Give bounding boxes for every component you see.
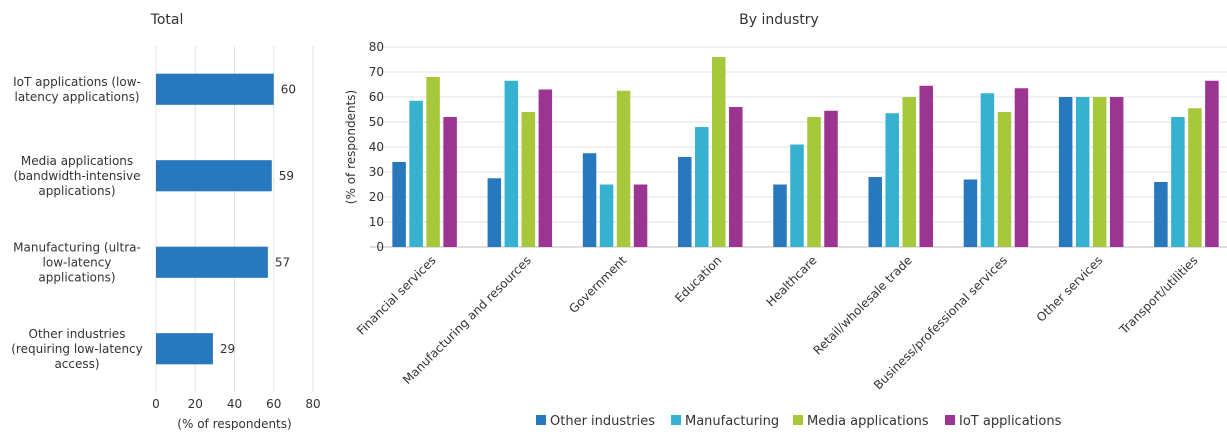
- industry-bar: [695, 127, 709, 247]
- legend-label: Media applications: [807, 414, 929, 429]
- industry-bar: [1014, 88, 1029, 247]
- total-category-label-line: low-latency: [43, 255, 112, 269]
- total-category-label-line: Media applications: [21, 154, 133, 168]
- industry-bar: [773, 184, 787, 247]
- industry-chart-title: By industry: [739, 12, 819, 28]
- industry-category-label: Healthcare: [763, 253, 819, 309]
- total-x-axis-title: (% of respondents): [177, 417, 291, 430]
- legend-swatch: [945, 415, 955, 425]
- total-category-label: Manufacturing (ultra-low-latency applicat…: [13, 240, 141, 284]
- industry-bar: [997, 112, 1012, 247]
- industry-bar: [1154, 182, 1168, 247]
- total-category-label: Media applications (bandwidth-intensive ap…: [14, 154, 141, 198]
- industry-bar: [487, 178, 502, 247]
- industry-bar: [616, 90, 631, 247]
- industry-category-label: Transport/utilities: [1116, 253, 1200, 337]
- total-category-label-line: Manufacturing (ultra-: [13, 240, 141, 254]
- total-bar-value-label: 29: [220, 342, 235, 356]
- industry-y-tick-label: 30: [369, 165, 384, 179]
- industry-bar: [392, 162, 406, 247]
- total-category-label-line: applications): [38, 184, 115, 198]
- industry-bar: [538, 89, 553, 247]
- industry-category-label: Retail/wholesale trade: [811, 253, 915, 357]
- industry-bar: [824, 110, 838, 247]
- total-x-tick-label: 40: [227, 397, 242, 411]
- legend-label: Manufacturing: [685, 414, 779, 429]
- legend-swatch: [793, 415, 803, 425]
- industry-y-tick-label: 80: [369, 40, 384, 54]
- total-bar: [156, 333, 213, 365]
- industry-y-tick-label: 70: [369, 65, 384, 79]
- industry-bar: [409, 100, 423, 247]
- total-category-label-line: applications): [38, 270, 115, 284]
- industry-y-tick-label: 0: [376, 240, 384, 254]
- total-bar-value-label: 60: [281, 82, 296, 96]
- industry-y-axis-title: (% of respondents): [344, 90, 358, 204]
- total-category-label: IoT applications (low-latency applicatio…: [13, 75, 141, 104]
- total-bar: [156, 73, 274, 105]
- total-category-label-line: access): [54, 357, 99, 371]
- industry-y-tick-label: 60: [369, 90, 384, 104]
- total-x-tick-label: 80: [305, 397, 320, 411]
- industry-bar: [729, 107, 743, 247]
- industry-category-label: Other services: [1034, 253, 1106, 325]
- industry-bar: [504, 80, 519, 247]
- total-bar: [156, 246, 268, 278]
- industry-bar: [678, 157, 692, 247]
- industry-bar: [1205, 80, 1219, 247]
- total-chart-title: Total: [150, 12, 184, 28]
- industry-bar: [443, 117, 457, 247]
- industry-bar: [521, 112, 536, 247]
- industry-y-tick-label: 10: [369, 215, 384, 229]
- industry-bar: [633, 184, 648, 247]
- total-category-label-line: (bandwidth-intensive: [14, 169, 141, 183]
- industry-y-tick-label: 40: [369, 140, 384, 154]
- industry-bar: [885, 113, 899, 247]
- total-bar-value-label: 57: [275, 255, 290, 269]
- total-x-tick-label: 0: [152, 397, 160, 411]
- industry-bar: [712, 57, 726, 247]
- industry-bar: [599, 184, 614, 247]
- industry-bar: [919, 85, 933, 247]
- industry-category-label: Education: [672, 253, 724, 305]
- total-category-label-line: IoT applications (low-: [13, 75, 141, 89]
- industry-bar: [1058, 97, 1073, 247]
- total-category-label: Other industries (requiring low-latency ac…: [11, 327, 143, 371]
- industry-bar: [1188, 108, 1202, 247]
- total-x-tick-label: 60: [266, 397, 281, 411]
- total-bar: [156, 160, 272, 192]
- industry-bar: [963, 179, 978, 247]
- total-bar-value-label: 59: [279, 169, 294, 183]
- industry-bar: [1171, 117, 1185, 247]
- industry-bar: [980, 93, 995, 247]
- industry-category-label: Financial services: [354, 253, 439, 338]
- industry-bar: [790, 144, 804, 247]
- industry-category-label: Government: [566, 253, 629, 316]
- industry-bar: [1075, 97, 1090, 247]
- total-category-label-line: Other industries: [29, 327, 126, 341]
- industry-bar: [582, 153, 597, 247]
- industry-bar: [807, 117, 821, 247]
- industry-bar: [1109, 97, 1124, 247]
- legend-swatch: [536, 415, 546, 425]
- industry-bar: [426, 77, 440, 247]
- total-x-tick-label: 20: [188, 397, 203, 411]
- industry-bar: [868, 177, 882, 247]
- legend-label: IoT applications: [959, 414, 1062, 429]
- legend-label: Other industries: [550, 414, 655, 429]
- industry-bar: [1092, 97, 1107, 247]
- legend-swatch: [671, 415, 681, 425]
- total-category-label-line: (requiring low-latency: [11, 342, 143, 356]
- total-category-label-line: latency applications): [14, 90, 139, 104]
- industry-y-tick-label: 50: [369, 115, 384, 129]
- industry-bar: [902, 97, 916, 247]
- industry-y-tick-label: 20: [369, 190, 384, 204]
